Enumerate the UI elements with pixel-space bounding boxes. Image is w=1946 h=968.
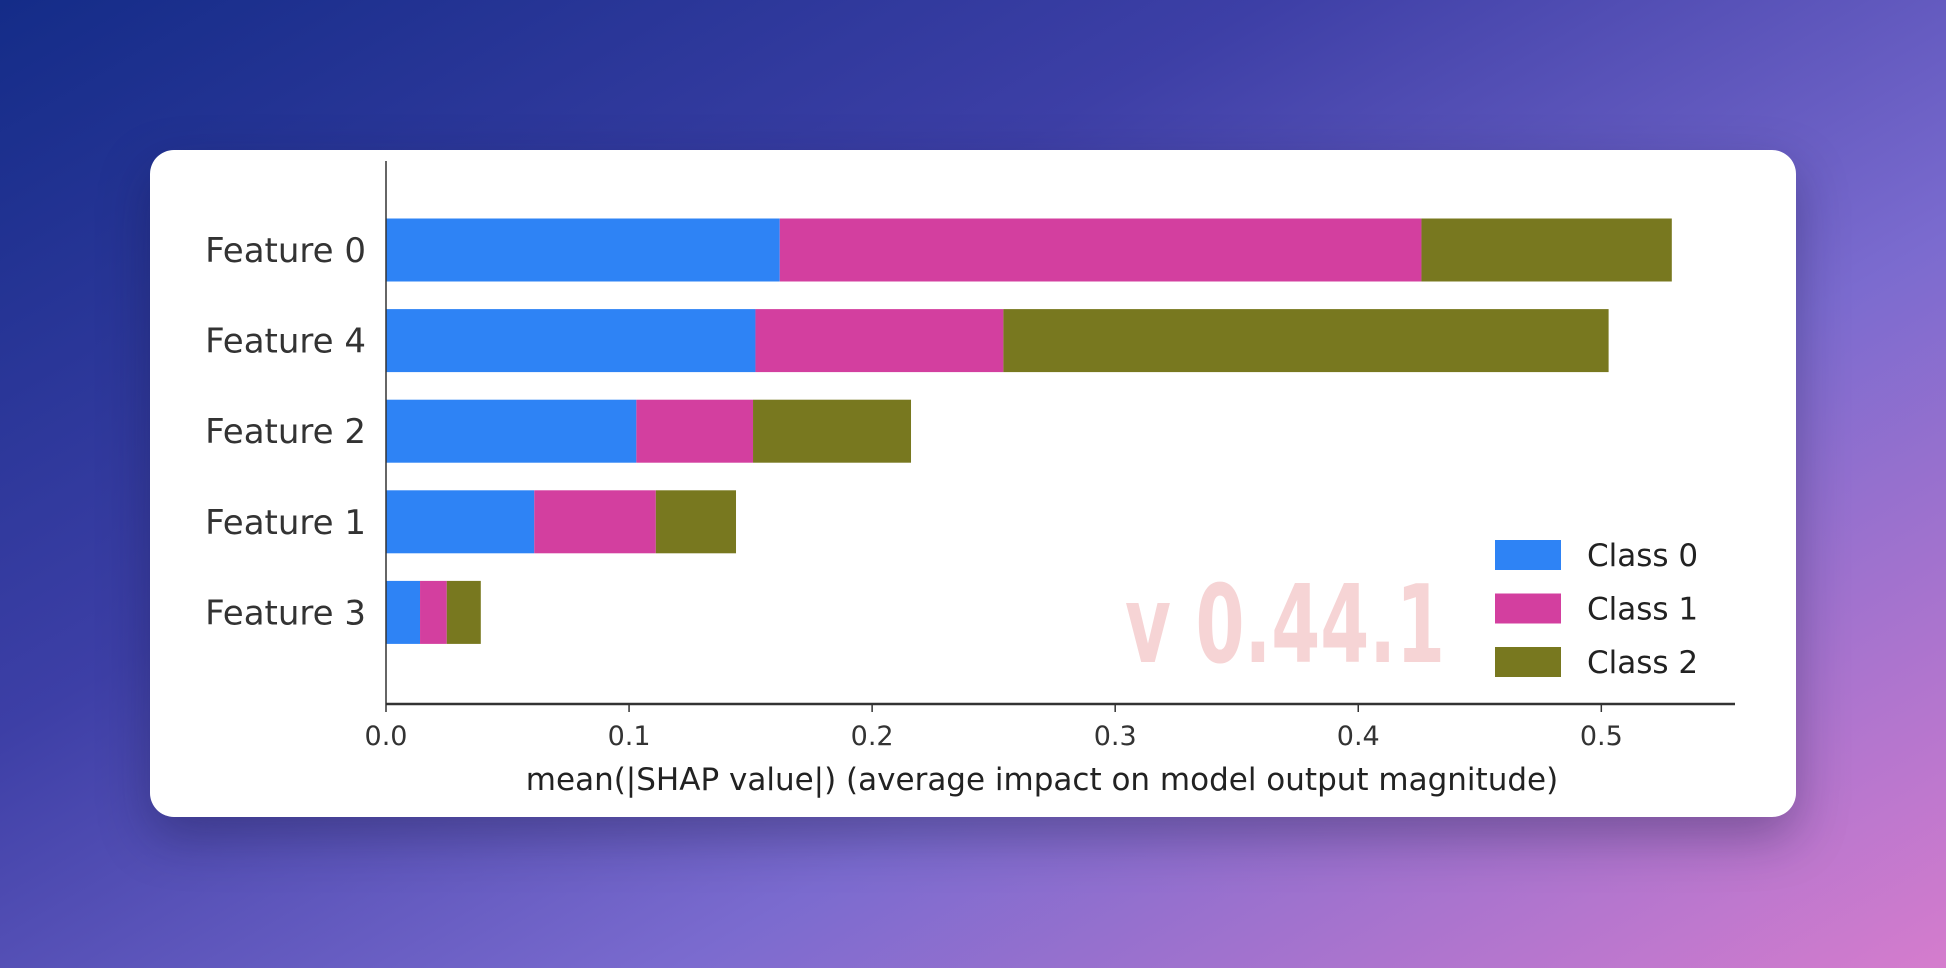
legend-swatch-class-1 xyxy=(1495,593,1561,624)
x-tick-label: 0.2 xyxy=(851,721,894,752)
legend-swatch-class-0 xyxy=(1495,540,1561,570)
x-tick-label: 0.4 xyxy=(1337,721,1380,752)
x-tick-label: 0.0 xyxy=(365,721,408,752)
bar-feature-1-class-2 xyxy=(655,490,737,554)
x-tick-label: 0.5 xyxy=(1580,721,1623,752)
bar-feature-0-class-1 xyxy=(779,218,1422,282)
bar-feature-2-class-1 xyxy=(636,399,754,463)
bar-feature-4-class-1 xyxy=(755,309,1004,373)
version-watermark: v 0.44.1 xyxy=(1125,563,1445,688)
y-tick-label: Feature 3 xyxy=(205,593,366,633)
x-tick-label: 0.3 xyxy=(1094,721,1137,752)
x-axis-label: mean(|SHAP value|) (average impact on mo… xyxy=(526,762,1558,798)
bar-feature-0-class-0 xyxy=(386,218,780,282)
legend-label-class-2: Class 2 xyxy=(1587,645,1698,681)
bar-feature-3-class-2 xyxy=(446,580,481,644)
bar-feature-4-class-2 xyxy=(1003,309,1609,373)
y-tick-label: Feature 1 xyxy=(205,503,366,543)
bar-feature-3-class-1 xyxy=(420,580,447,644)
bar-feature-1-class-0 xyxy=(386,490,535,554)
y-tick-label: Feature 4 xyxy=(205,322,366,362)
bar-feature-2-class-2 xyxy=(753,399,912,463)
legend-swatch-class-2 xyxy=(1495,647,1561,677)
bar-feature-3-class-0 xyxy=(386,580,421,644)
y-tick-label: Feature 0 xyxy=(205,231,366,271)
y-tick-label: Feature 2 xyxy=(205,412,366,452)
bar-feature-1-class-1 xyxy=(534,490,656,554)
legend-label-class-0: Class 0 xyxy=(1587,538,1698,574)
bar-feature-4-class-0 xyxy=(386,309,756,373)
legend: Class 0 Class 1 Class 2 xyxy=(1495,538,1698,681)
bar-feature-0-class-2 xyxy=(1421,218,1672,282)
bar-feature-2-class-0 xyxy=(386,399,637,463)
x-tick-label: 0.1 xyxy=(608,721,651,752)
legend-label-class-1: Class 1 xyxy=(1587,592,1698,628)
